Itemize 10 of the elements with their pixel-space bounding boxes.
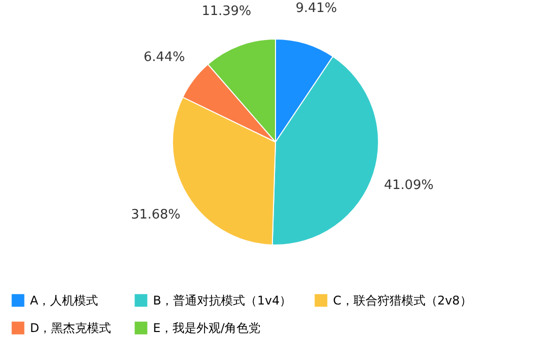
legend-label: E，我是外观/角色党 [153, 321, 261, 335]
data-label: 41.09% [384, 178, 434, 193]
legend-label: B，普通对抗模式（1v4） [153, 293, 292, 308]
legend-label: C，联合狩猎模式（2v8） [333, 293, 472, 308]
data-label: 6.44% [144, 50, 185, 65]
legend-label: A，人机模式 [30, 293, 98, 308]
data-label: 9.41% [296, 1, 337, 16]
data-label: 11.39% [202, 4, 252, 19]
legend-label: D，黑杰克模式 [30, 321, 112, 335]
data-label: 31.68% [130, 208, 181, 223]
